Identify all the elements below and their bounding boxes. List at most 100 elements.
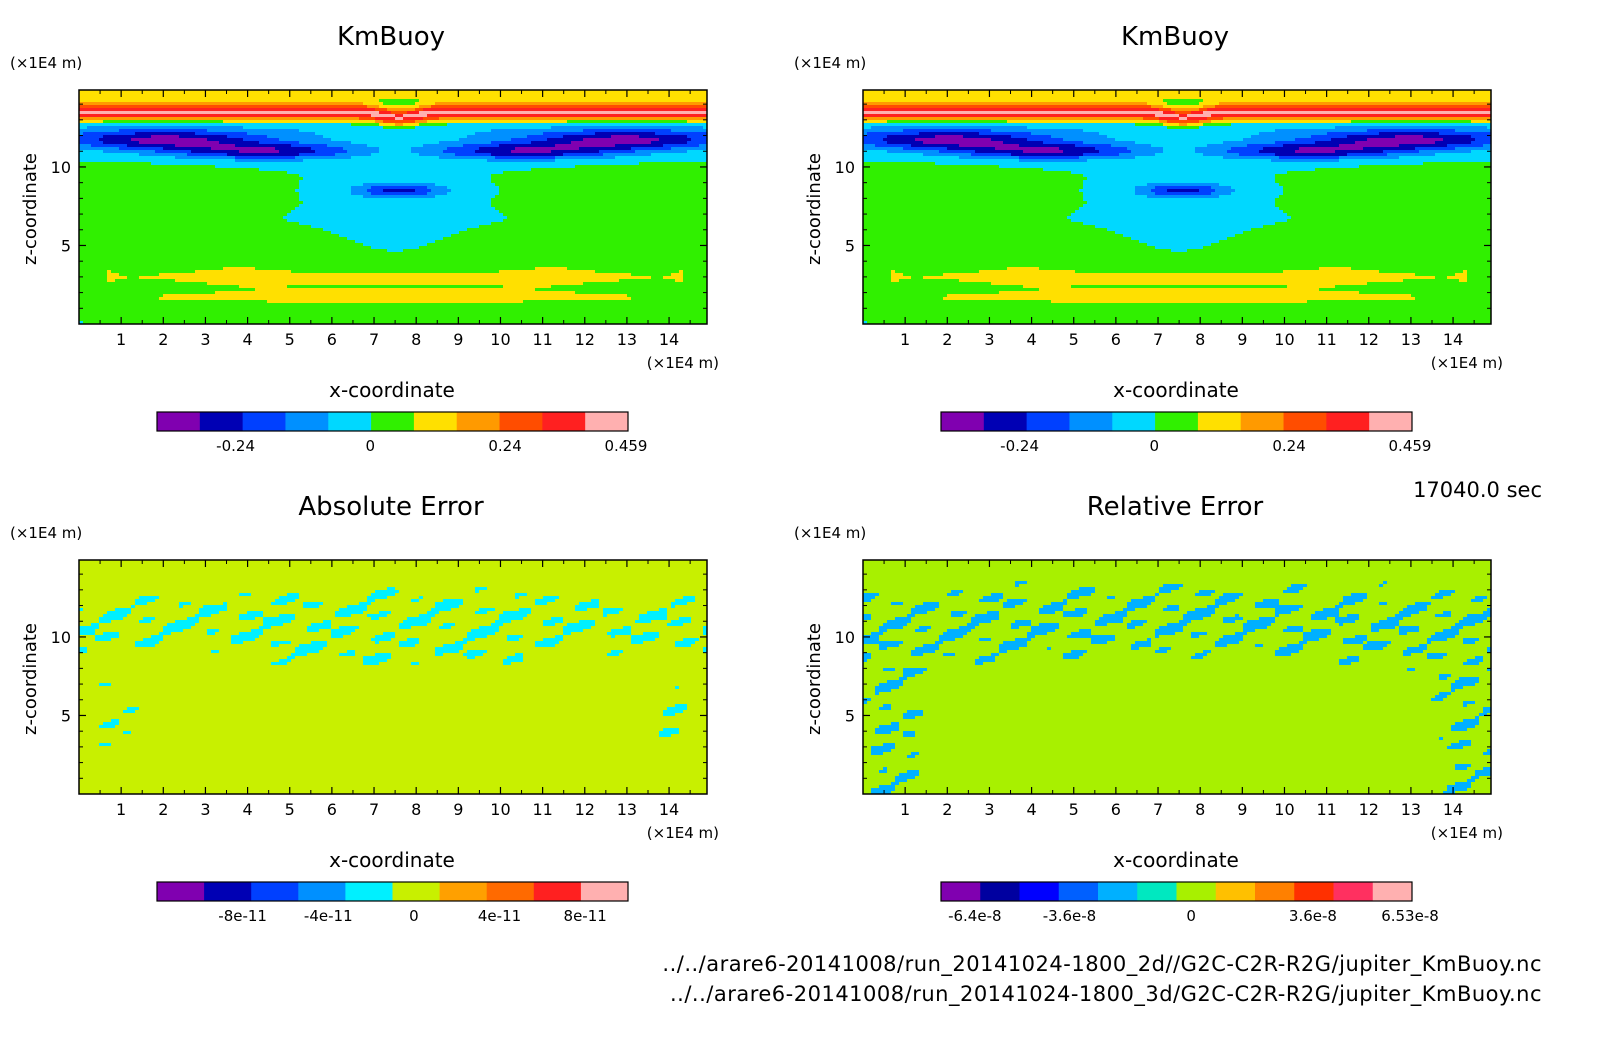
x-tick-label: 3: [984, 800, 994, 819]
colorbar-swatch: [251, 882, 299, 901]
x-axis-label: x-coordinate: [329, 848, 455, 872]
x-axis-label: x-coordinate: [329, 378, 455, 402]
x-tick-label: 14: [659, 800, 679, 819]
colorbar-swatch: [487, 882, 535, 901]
heatmap-cells: [79, 90, 708, 325]
y-tick-label: 10: [835, 158, 855, 177]
colorbar-tick-label: 0: [366, 437, 376, 455]
y-tick-label: 5: [845, 236, 855, 255]
x-tick-label: 8: [1195, 330, 1205, 349]
chart-title: Absolute Error: [298, 492, 484, 522]
y-unit-label: (×1E4 m): [794, 54, 866, 72]
colorbar-swatch: [157, 882, 205, 901]
colorbar-swatch: [1373, 882, 1413, 901]
colorbar-tick-label: 0: [1186, 907, 1196, 925]
x-tick-label: 1: [116, 330, 126, 349]
colorbar-swatch: [243, 412, 286, 431]
x-tick-label: 1: [900, 330, 910, 349]
chart-title: Relative Error: [1087, 492, 1264, 522]
x-tick-label: 8: [411, 330, 421, 349]
colorbar-swatch: [440, 882, 488, 901]
colorbar: -0.24 0 0.24 0.459: [157, 412, 647, 455]
colorbar-swatch: [1216, 882, 1256, 901]
colorbar-tick-label: 8e-11: [564, 907, 607, 925]
colorbar-swatch: [581, 882, 629, 901]
x-tick-label: 12: [1359, 800, 1379, 819]
x-tick-label: 7: [369, 330, 379, 349]
x-tick-label: 9: [453, 330, 463, 349]
colorbar-tick-label: -0.24: [1000, 437, 1039, 455]
x-tick-label: 7: [1153, 330, 1163, 349]
x-tick-label: 11: [532, 800, 552, 819]
time-label: 17040.0 sec: [1413, 478, 1542, 502]
x-tick-label: 2: [158, 330, 168, 349]
colorbar-tick-label: 6.53e-8: [1381, 907, 1439, 925]
x-tick-label: 11: [532, 330, 552, 349]
x-tick-label: 6: [327, 800, 337, 819]
x-tick-label: 6: [1111, 330, 1121, 349]
y-axis-label: z-coordinate: [20, 153, 41, 265]
colorbar-swatch: [1098, 882, 1138, 901]
colorbar-swatch: [1069, 412, 1112, 431]
colorbar-swatch: [941, 882, 981, 901]
x-tick-label: 3: [200, 800, 210, 819]
y-axis-label: z-coordinate: [804, 623, 825, 735]
x-tick-label: 9: [1237, 800, 1247, 819]
x-tick-label: 3: [200, 330, 210, 349]
colorbar-swatch: [285, 412, 328, 431]
colorbar-swatch: [204, 882, 252, 901]
x-tick-label: 2: [942, 800, 952, 819]
colorbar-swatch: [298, 882, 346, 901]
colorbar-tick-label: 0.24: [1272, 437, 1305, 455]
colorbar-tick-label: 0.459: [605, 437, 648, 455]
colorbar-swatch: [345, 882, 393, 901]
x-unit-label: (×1E4 m): [1431, 824, 1503, 842]
colorbar-tick-label: 0: [409, 907, 419, 925]
colorbar-swatch: [1027, 412, 1070, 431]
y-tick-label: 5: [845, 706, 855, 725]
colorbar-tick-label: 0.459: [1389, 437, 1432, 455]
colorbar-swatch: [984, 412, 1027, 431]
y-axis-label: z-coordinate: [804, 153, 825, 265]
colorbar-swatch: [200, 412, 243, 431]
colorbar-swatch: [1020, 882, 1060, 901]
colorbar-tick-label: 0: [1150, 437, 1160, 455]
colorbar-swatch: [542, 412, 585, 431]
x-tick-label: 9: [1237, 330, 1247, 349]
x-tick-label: 11: [1316, 800, 1336, 819]
x-tick-label: 5: [1069, 800, 1079, 819]
x-tick-label: 13: [1401, 800, 1421, 819]
colorbar-swatch: [1137, 882, 1177, 901]
colorbar-swatch: [1059, 882, 1099, 901]
colorbar-swatch: [534, 882, 582, 901]
y-tick-label: 5: [61, 236, 71, 255]
colorbar-tick-label: 4e-11: [478, 907, 521, 925]
x-axis-label: x-coordinate: [1113, 848, 1239, 872]
colorbar-swatch: [1155, 412, 1198, 431]
x-tick-label: 4: [1026, 330, 1036, 349]
x-tick-label: 4: [242, 330, 252, 349]
colorbar-swatch: [1112, 412, 1155, 431]
colorbar-tick-label: 0.24: [488, 437, 521, 455]
colorbar-swatch: [1284, 412, 1327, 431]
colorbar-swatch: [500, 412, 543, 431]
colorbar-swatch: [328, 412, 371, 431]
x-tick-label: 4: [242, 800, 252, 819]
x-tick-label: 6: [327, 330, 337, 349]
colorbar-tick-label: -4e-11: [304, 907, 353, 925]
colorbar-tick-label: 3.6e-8: [1289, 907, 1337, 925]
x-tick-label: 10: [490, 330, 510, 349]
x-tick-label: 13: [617, 800, 637, 819]
colorbar-swatch: [393, 882, 441, 901]
x-tick-label: 6: [1111, 800, 1121, 819]
colorbar: -0.24 0 0.24 0.459: [941, 412, 1431, 455]
footer-file-path-2: ../../arare6-20141008/run_20141024-1800_…: [670, 982, 1542, 1006]
x-tick-label: 12: [575, 800, 595, 819]
chart-title: KmBuoy: [1121, 22, 1229, 52]
x-tick-label: 1: [900, 800, 910, 819]
